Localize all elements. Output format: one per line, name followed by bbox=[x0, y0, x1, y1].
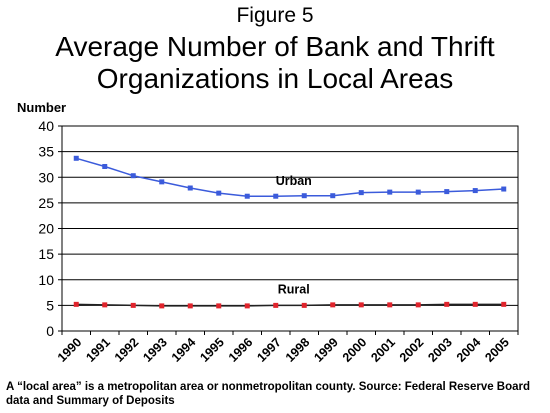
label-layer: 0510152025303540Number199019911992199319… bbox=[17, 100, 512, 365]
series-line-urban bbox=[76, 157, 504, 197]
x-tick-label: 1993 bbox=[140, 335, 170, 365]
data-point-rural bbox=[330, 302, 336, 308]
data-point-urban bbox=[216, 190, 222, 196]
x-tick-label: 1998 bbox=[283, 335, 313, 365]
x-tick-label: 2001 bbox=[368, 335, 398, 365]
x-tick-label: 1999 bbox=[311, 335, 341, 365]
y-tick-label: 30 bbox=[38, 169, 54, 185]
y-tick-label: 25 bbox=[38, 195, 54, 211]
x-tick-label: 1997 bbox=[254, 335, 284, 365]
y-tick-label: 20 bbox=[38, 221, 54, 237]
data-point-urban bbox=[358, 190, 364, 196]
x-tick-label: 1990 bbox=[55, 335, 85, 365]
series-layer bbox=[73, 155, 507, 309]
x-tick-label: 1994 bbox=[169, 335, 199, 365]
data-point-rural bbox=[501, 301, 507, 307]
y-tick-label: 40 bbox=[38, 118, 54, 134]
data-point-urban bbox=[501, 186, 507, 192]
x-tick-label: 2004 bbox=[454, 335, 484, 365]
data-point-urban bbox=[472, 188, 478, 194]
data-point-urban bbox=[187, 185, 193, 191]
data-point-rural bbox=[358, 302, 364, 308]
y-tick-label: 5 bbox=[46, 297, 54, 313]
y-tick-label: 15 bbox=[38, 246, 54, 262]
data-point-rural bbox=[387, 302, 393, 308]
data-point-urban bbox=[102, 163, 108, 169]
data-point-rural bbox=[444, 301, 450, 307]
data-point-urban bbox=[415, 189, 421, 195]
y-tick-label: 10 bbox=[38, 272, 54, 288]
data-point-rural bbox=[472, 301, 478, 307]
chart-title-line-2: Organizations in Local Areas bbox=[96, 63, 454, 94]
source-note: A “local area” is a metropolitan area or… bbox=[6, 381, 531, 407]
chart-title: Average Number of Bank and Thrift Organi… bbox=[0, 31, 550, 95]
data-point-rural bbox=[102, 302, 108, 308]
series-line-rural bbox=[76, 303, 504, 307]
x-tick-label: 2000 bbox=[340, 335, 370, 365]
figure-label: Figure 5 bbox=[236, 4, 314, 27]
data-point-rural bbox=[273, 302, 279, 308]
x-tick-label: 2002 bbox=[397, 335, 427, 365]
data-point-urban bbox=[73, 155, 79, 161]
data-point-rural bbox=[415, 302, 421, 308]
data-point-rural bbox=[216, 303, 222, 309]
data-point-rural bbox=[244, 303, 250, 309]
x-tick-label: 2003 bbox=[425, 335, 455, 365]
data-point-rural bbox=[130, 302, 136, 308]
data-point-urban bbox=[273, 193, 279, 199]
y-tick-label: 35 bbox=[38, 144, 54, 160]
data-point-urban bbox=[330, 193, 336, 199]
data-point-urban bbox=[301, 193, 307, 199]
x-tick-label: 1991 bbox=[83, 335, 113, 365]
data-point-urban bbox=[444, 189, 450, 195]
x-tick-label: 2005 bbox=[482, 335, 512, 365]
x-tick-label: 1995 bbox=[197, 335, 227, 365]
series-label-urban: Urban bbox=[276, 174, 312, 188]
x-tick-label: 1992 bbox=[112, 335, 142, 365]
axis-layer bbox=[58, 125, 519, 335]
data-point-rural bbox=[159, 303, 165, 309]
series-label-rural: Rural bbox=[278, 282, 310, 296]
y-tick-label: 0 bbox=[46, 323, 54, 339]
chart-title-line-1: Average Number of Bank and Thrift bbox=[55, 31, 495, 62]
data-point-urban bbox=[159, 179, 165, 185]
data-point-urban bbox=[244, 193, 250, 199]
data-point-urban bbox=[130, 173, 136, 179]
data-point-rural bbox=[187, 303, 193, 309]
y-axis-label: Number bbox=[17, 100, 66, 115]
x-tick-label: 1996 bbox=[226, 335, 256, 365]
data-point-rural bbox=[73, 301, 79, 307]
data-point-rural bbox=[301, 302, 307, 308]
data-point-urban bbox=[387, 189, 393, 195]
